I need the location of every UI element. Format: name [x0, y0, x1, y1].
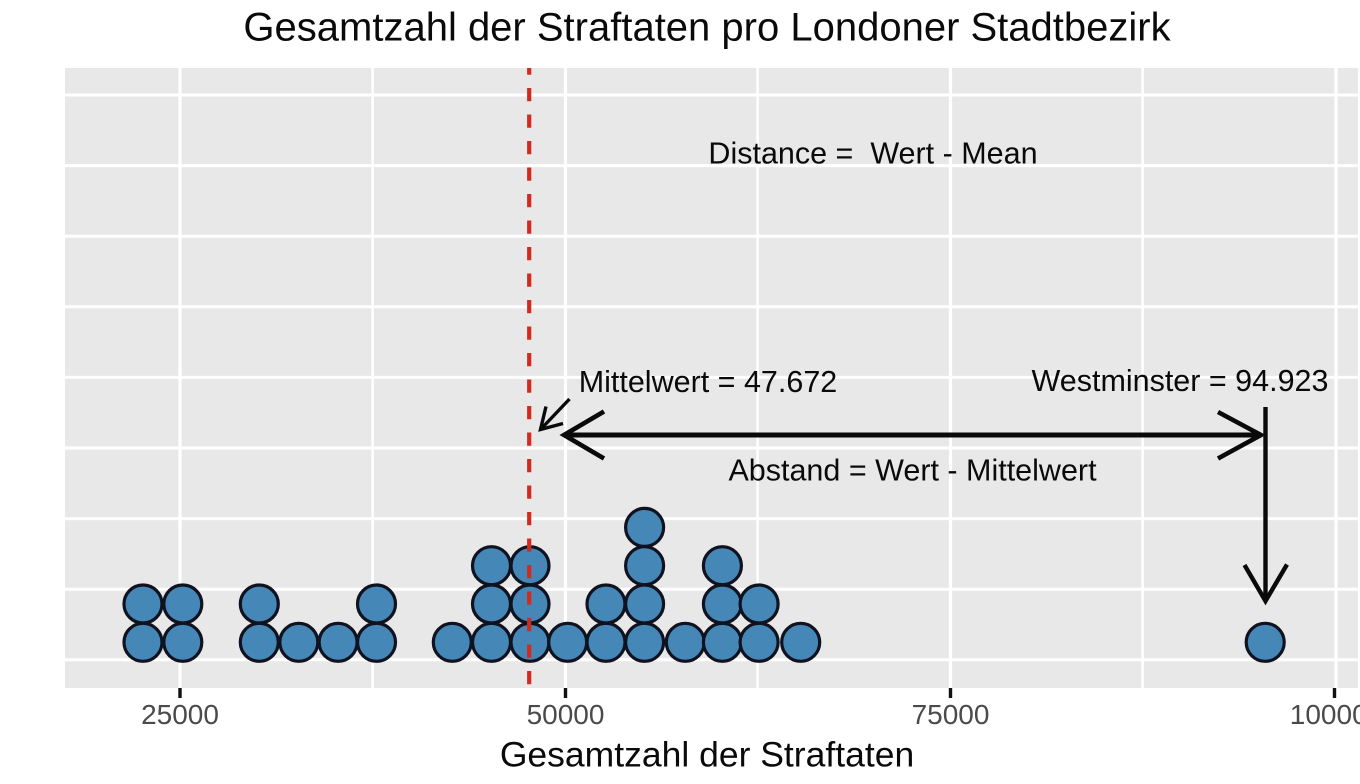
- svg-text:Gesamtzahl der Straftaten: Gesamtzahl der Straftaten: [500, 735, 914, 775]
- svg-text:50000: 50000: [527, 699, 605, 730]
- svg-text:25000: 25000: [141, 699, 219, 730]
- svg-text:Westminster = 94.923: Westminster = 94.923: [1032, 364, 1329, 398]
- svg-text:100000: 100000: [1290, 699, 1360, 730]
- svg-text:Abstand = Wert - Mittelwert: Abstand = Wert - Mittelwert: [728, 454, 1097, 488]
- svg-text:Distance = Wert - Mean: Distance = Wert - Mean: [708, 137, 1037, 171]
- svg-text:75000: 75000: [912, 699, 990, 730]
- svg-text:Gesamtzahl der Straftaten pro: Gesamtzahl der Straftaten pro Londoner S…: [243, 6, 1171, 50]
- svg-text:Mittelwert = 47.672: Mittelwert = 47.672: [579, 365, 838, 399]
